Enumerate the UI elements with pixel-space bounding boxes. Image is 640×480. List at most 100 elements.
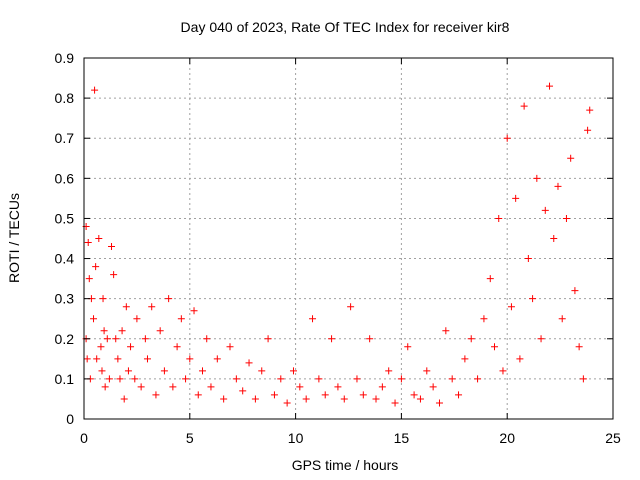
data-point (467, 335, 475, 343)
data-point (186, 355, 194, 363)
data-point (507, 303, 515, 311)
data-point (105, 375, 113, 383)
data-point (562, 214, 570, 222)
axis-ticks: 0 5 10 15 20 25 0 0.1 0.2 0.3 0.4 0.5 0.6 0.7 0.8 0.9 (55, 50, 621, 446)
data-point (203, 335, 211, 343)
data-point (127, 343, 135, 351)
data-point (251, 395, 259, 403)
x-tick-label: 10 (288, 430, 304, 446)
data-point (95, 235, 103, 242)
data-point (120, 395, 128, 403)
data-point (160, 367, 168, 375)
data-point (328, 335, 336, 343)
data-point (575, 343, 583, 351)
y-tick-label: 0.1 (55, 371, 75, 387)
data-point (486, 275, 494, 283)
data-point (213, 355, 221, 363)
data-point (558, 315, 566, 323)
data-point (503, 134, 511, 142)
data-point (546, 82, 554, 90)
data-point (567, 154, 575, 162)
data-point (137, 383, 145, 391)
data-point (410, 391, 418, 399)
data-point (416, 395, 424, 403)
data-point (516, 355, 524, 363)
chart-title: Day 040 of 2023, Rate Of TEC Index for r… (181, 19, 510, 35)
data-point (541, 206, 549, 214)
data-point (347, 303, 355, 311)
x-tick-label: 5 (186, 430, 194, 446)
data-points (82, 82, 594, 407)
y-tick-label: 0.6 (55, 170, 75, 186)
data-point (173, 343, 181, 351)
data-point (397, 375, 405, 383)
data-point (302, 395, 310, 403)
grid (84, 58, 613, 419)
data-point (480, 315, 488, 323)
data-point (258, 367, 266, 375)
data-point (156, 327, 164, 335)
data-point (455, 391, 463, 399)
data-point (207, 383, 215, 391)
data-point (334, 383, 342, 391)
data-point (391, 399, 399, 407)
data-point (83, 355, 91, 363)
data-point (372, 395, 380, 403)
data-point (435, 399, 443, 407)
y-tick-label: 0.8 (55, 90, 75, 106)
data-point (245, 359, 253, 367)
data-point (101, 383, 109, 391)
x-tick-label: 20 (499, 430, 515, 446)
data-point (512, 194, 520, 202)
data-point (296, 383, 304, 391)
data-point (92, 263, 100, 271)
data-point (289, 367, 297, 375)
data-point (270, 391, 278, 399)
data-point (529, 295, 537, 303)
data-point (404, 343, 412, 351)
data-point (524, 255, 532, 263)
data-point (133, 315, 141, 323)
data-point (461, 355, 469, 363)
data-point (359, 391, 367, 399)
data-point (122, 303, 130, 311)
data-point (385, 367, 393, 375)
data-point (100, 327, 108, 335)
data-point (378, 383, 386, 391)
plot-frame (83, 57, 614, 420)
data-point (108, 243, 116, 251)
data-point (143, 355, 151, 363)
data-point (429, 383, 437, 391)
data-point (277, 375, 285, 383)
data-point (586, 106, 594, 114)
x-tick-label: 15 (394, 430, 410, 446)
data-point (309, 315, 317, 323)
data-point (220, 395, 228, 403)
data-point (97, 343, 105, 351)
data-point (474, 375, 482, 383)
y-axis-label: ROTI / TECUs (6, 193, 22, 283)
data-point (232, 375, 240, 383)
data-point (554, 182, 562, 190)
x-axis-label: GPS time / hours (292, 457, 399, 473)
data-point (315, 375, 323, 383)
data-point (99, 295, 107, 303)
data-point (533, 174, 541, 182)
data-point (491, 343, 499, 351)
data-point (366, 335, 374, 343)
data-point (423, 367, 431, 375)
data-point (141, 335, 149, 343)
data-point (442, 327, 450, 335)
data-point (93, 355, 101, 363)
data-point (169, 383, 177, 391)
data-point (110, 271, 118, 279)
data-point (85, 275, 93, 283)
data-point (148, 303, 156, 311)
data-point (91, 86, 99, 94)
data-point (321, 391, 329, 399)
data-point (114, 355, 122, 363)
data-point (499, 367, 507, 375)
data-point (98, 367, 106, 375)
data-point (131, 375, 139, 383)
